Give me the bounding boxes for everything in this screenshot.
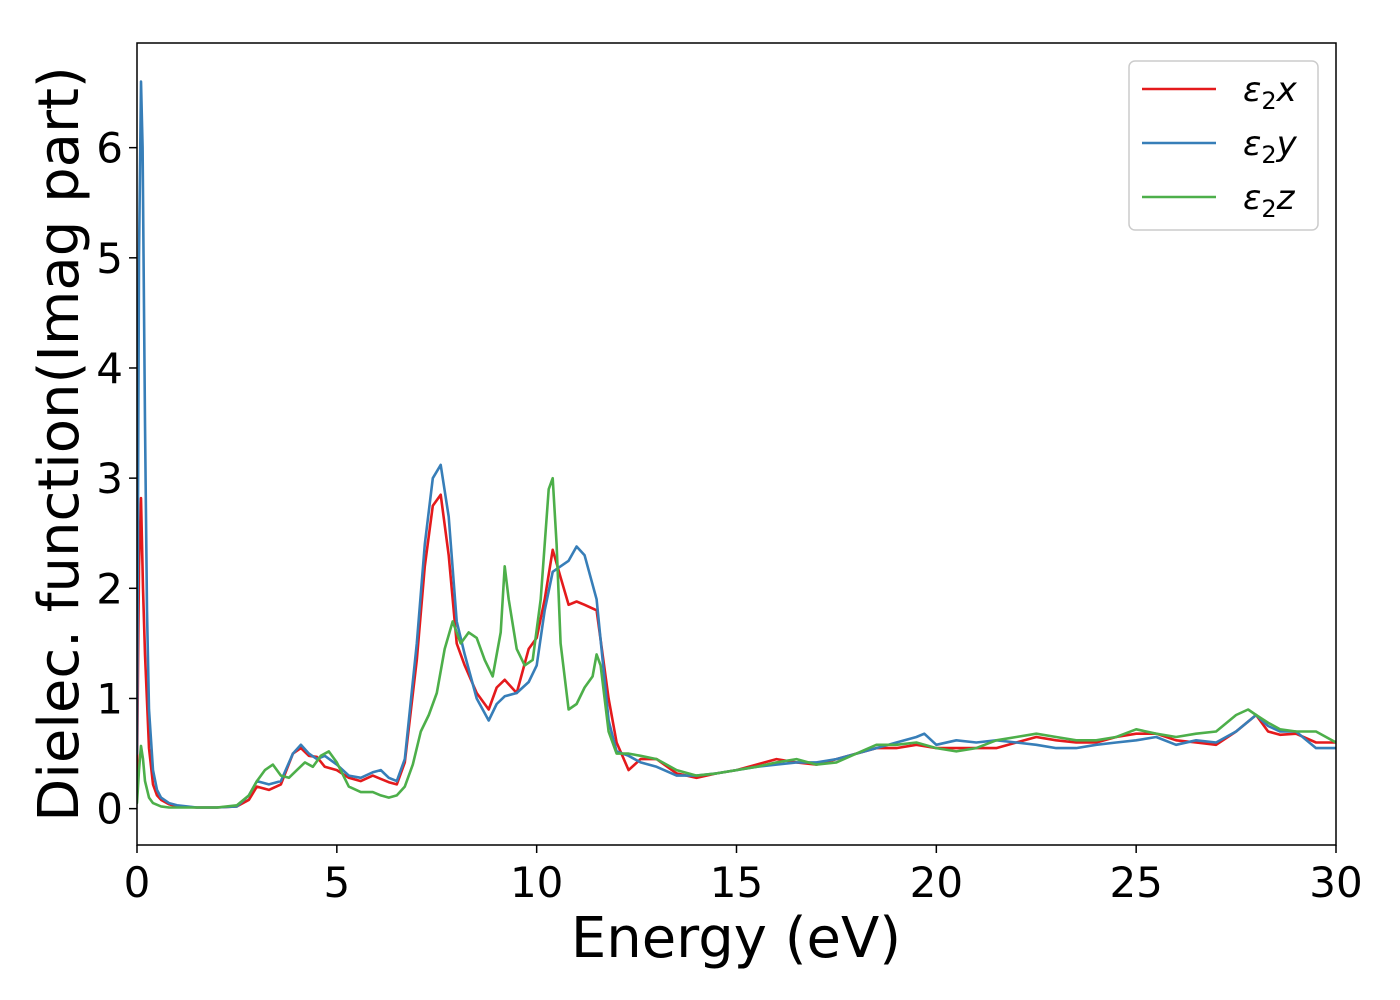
series-layer bbox=[137, 80, 1336, 809]
legend: ε2x ε2y ε2z bbox=[1128, 60, 1319, 231]
x-axis: 0 5 10 15 20 25 30 bbox=[124, 845, 1363, 907]
y-tick-label: 3 bbox=[96, 454, 123, 503]
legend-label-y: ε2y bbox=[1243, 124, 1298, 169]
legend-label-z: ε2z bbox=[1243, 178, 1296, 223]
y-tick-label: 0 bbox=[96, 785, 123, 834]
y-tick-label: 5 bbox=[96, 234, 123, 283]
y-axis-title: Dielec. function(Imag part) bbox=[27, 66, 92, 822]
y-tick-label: 2 bbox=[96, 564, 123, 613]
x-tick-label: 0 bbox=[124, 858, 151, 907]
y-axis: 0 1 2 3 4 5 6 bbox=[96, 124, 137, 834]
series-line-x bbox=[137, 493, 1336, 809]
y-tick-label: 6 bbox=[96, 124, 123, 173]
y-tick-label: 4 bbox=[96, 344, 123, 393]
x-tick-label: 10 bbox=[510, 858, 563, 907]
legend-label-x: ε2x bbox=[1243, 70, 1298, 115]
x-tick-label: 20 bbox=[910, 858, 963, 907]
series-line-z bbox=[137, 476, 1336, 809]
y-tick-label: 1 bbox=[96, 674, 123, 723]
x-tick-label: 15 bbox=[710, 858, 763, 907]
x-tick-label: 5 bbox=[323, 858, 350, 907]
x-axis-title: Energy (eV) bbox=[571, 906, 901, 971]
legend-box bbox=[1128, 60, 1319, 231]
x-tick-label: 30 bbox=[1309, 858, 1362, 907]
x-tick-label: 25 bbox=[1109, 858, 1162, 907]
